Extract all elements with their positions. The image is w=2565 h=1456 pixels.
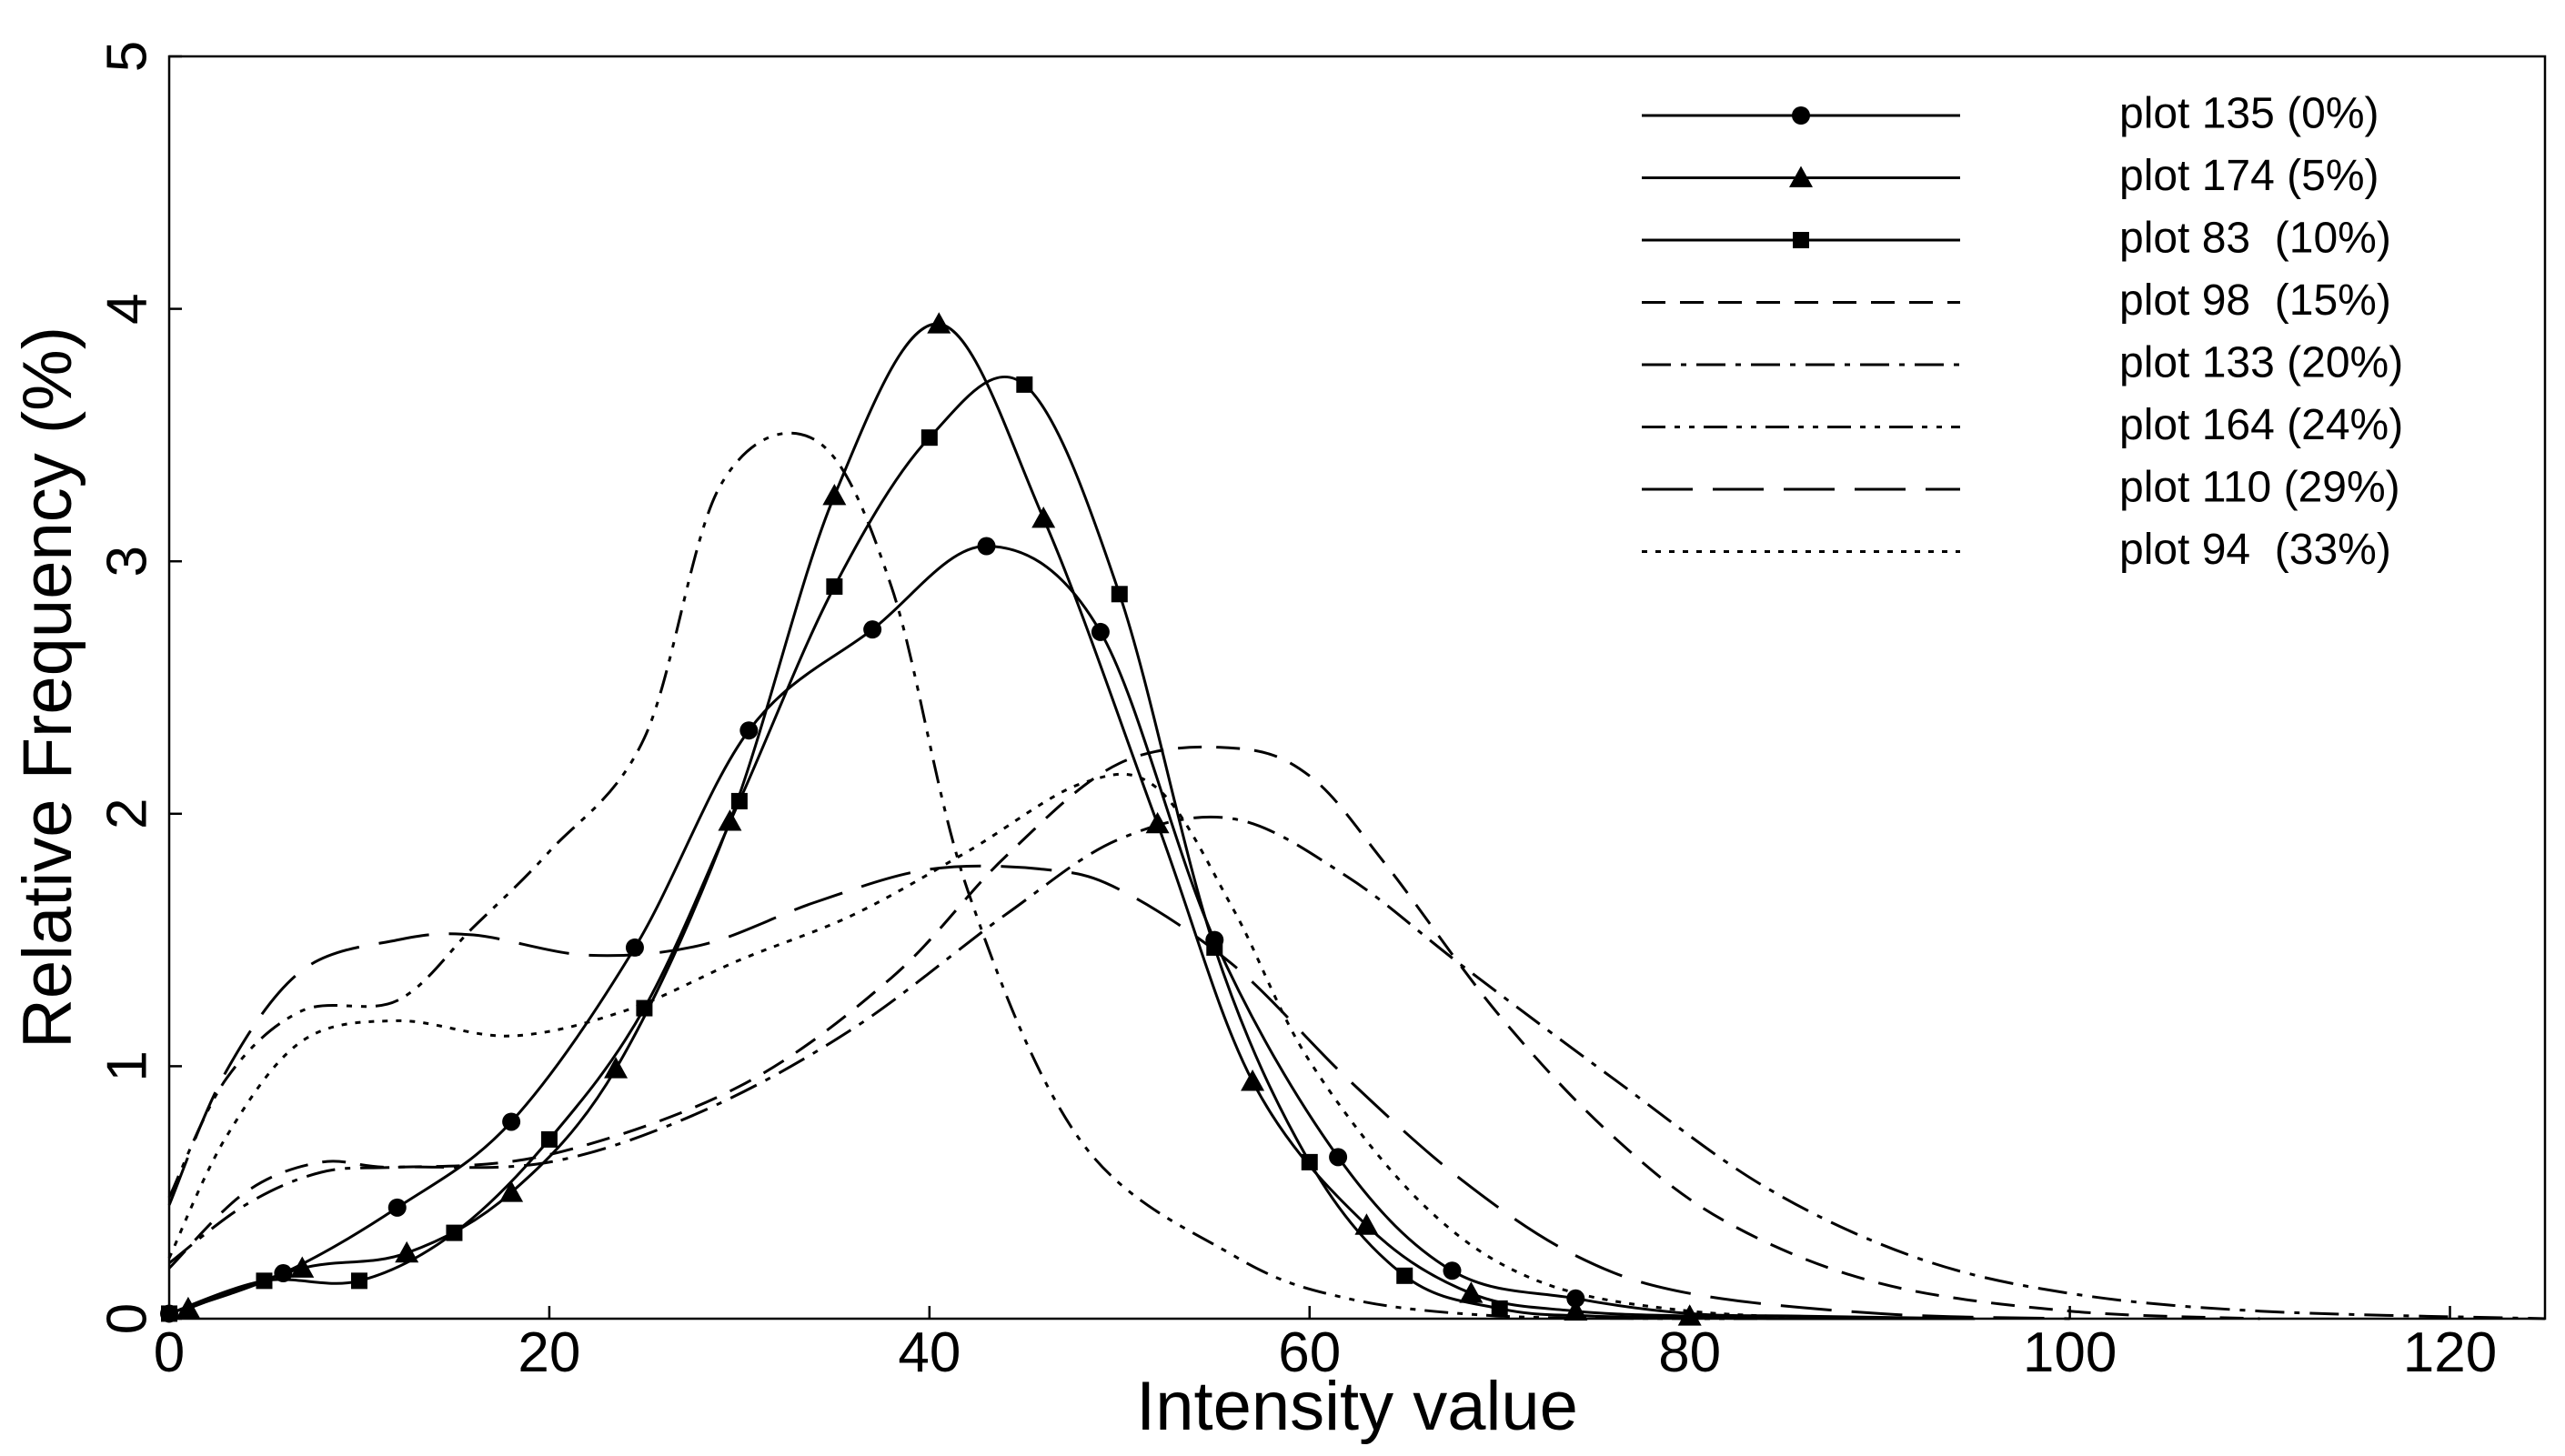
series-2 <box>161 375 1976 1322</box>
series-0-point-10 <box>1329 1148 1348 1167</box>
legend-label-6: plot 110 (29%) <box>2119 464 2400 512</box>
series-0-point-8 <box>1091 622 1110 641</box>
legend: plot 135 (0%) plot 174 (5%) plot 83 (10%) p… <box>1642 90 2403 574</box>
y-tick-label-4: 4 <box>96 293 158 324</box>
x-tick-label-20: 20 <box>518 1321 580 1384</box>
series-1-point-11 <box>1354 1213 1379 1235</box>
legend-label-2: plot 83 (10%) <box>2119 215 2391 263</box>
series-2-point-7 <box>826 577 843 595</box>
series-2-point-2 <box>350 1272 367 1290</box>
series-2-point-8 <box>920 429 938 447</box>
series-6 <box>167 864 2070 1320</box>
series-2-point-3 <box>446 1224 463 1241</box>
series-1-point-7 <box>927 312 951 334</box>
series-2-point-14 <box>1491 1300 1508 1317</box>
plot-frame <box>167 55 2547 1320</box>
series-2-point-4 <box>540 1130 558 1148</box>
series-0-point-3 <box>502 1112 521 1131</box>
series-1-point-8 <box>1031 507 1056 528</box>
series-1-point-1 <box>290 1256 315 1278</box>
series-3 <box>167 745 2260 1320</box>
series-line-2 <box>168 375 1976 1320</box>
x-tick-label-40: 40 <box>898 1321 961 1384</box>
series-2-point-1 <box>256 1272 273 1290</box>
series-line-6 <box>167 864 2070 1320</box>
series-2-point-6 <box>730 792 748 809</box>
x-tick-label-60: 60 <box>1278 1321 1341 1384</box>
series-0-point-5 <box>739 721 759 740</box>
x-tick-label-0: 0 <box>154 1321 185 1384</box>
series-line-0 <box>168 544 1976 1320</box>
legend-label-0: plot 135 (0%) <box>2119 90 2379 138</box>
series-2-point-9 <box>1016 376 1033 393</box>
series-0 <box>160 537 1976 1323</box>
x-tick-label-80: 80 <box>1658 1321 1721 1384</box>
series-5 <box>167 431 1880 1320</box>
legend-marker-2 <box>1793 232 1809 248</box>
series-0-point-7 <box>977 537 996 556</box>
x-axis-title: Intensity value <box>1136 1368 1578 1445</box>
y-tick-label-3: 3 <box>96 546 158 577</box>
legend-marker-1 <box>1789 166 1813 187</box>
x-tick-label-100: 100 <box>2023 1321 2117 1384</box>
series-1-point-4 <box>604 1057 629 1079</box>
series-line-3 <box>167 745 2260 1320</box>
legend-label-7: plot 94 (33%) <box>2119 526 2391 574</box>
legend-marker-0 <box>1792 106 1810 125</box>
series-1-point-12 <box>1459 1281 1484 1303</box>
series-4 <box>168 815 2546 1320</box>
legend-label-1: plot 174 (5%) <box>2119 152 2379 200</box>
series-line-5 <box>167 431 1880 1320</box>
series-layer <box>160 312 2546 1326</box>
series-2-point-12 <box>1301 1153 1318 1170</box>
series-line-7 <box>167 772 1880 1320</box>
series-0-point-6 <box>863 620 882 639</box>
legend-label-4: plot 133 (20%) <box>2119 339 2403 387</box>
series-1 <box>176 312 1976 1326</box>
axes: 0 20 40 60 80 100 120 0 1 2 3 4 5 <box>96 41 2497 1384</box>
series-1-point-3 <box>499 1180 524 1202</box>
y-tick-label-2: 2 <box>96 798 158 829</box>
series-2-point-0 <box>161 1305 177 1322</box>
series-line-4 <box>168 815 2546 1320</box>
series-2-point-10 <box>1111 586 1128 603</box>
legend-label-5: plot 164 (24%) <box>2119 401 2403 449</box>
series-1-point-6 <box>822 484 847 506</box>
series-0-point-2 <box>387 1198 407 1217</box>
legend-label-3: plot 98 (15%) <box>2119 276 2391 325</box>
series-0-point-4 <box>625 938 644 957</box>
series-2-point-13 <box>1396 1267 1413 1284</box>
series-1-point-10 <box>1241 1069 1265 1091</box>
series-0-point-11 <box>1443 1261 1462 1280</box>
y-axis-title: Relative Frequency (%) <box>9 326 86 1049</box>
series-7 <box>167 772 1880 1320</box>
y-tick-label-5: 5 <box>96 41 158 72</box>
y-tick-label-1: 1 <box>96 1050 158 1081</box>
series-1-point-14 <box>1677 1304 1702 1326</box>
x-tick-label-120: 120 <box>2403 1321 2497 1384</box>
series-1-point-2 <box>395 1240 419 1263</box>
y-tick-label-0: 0 <box>96 1303 158 1334</box>
